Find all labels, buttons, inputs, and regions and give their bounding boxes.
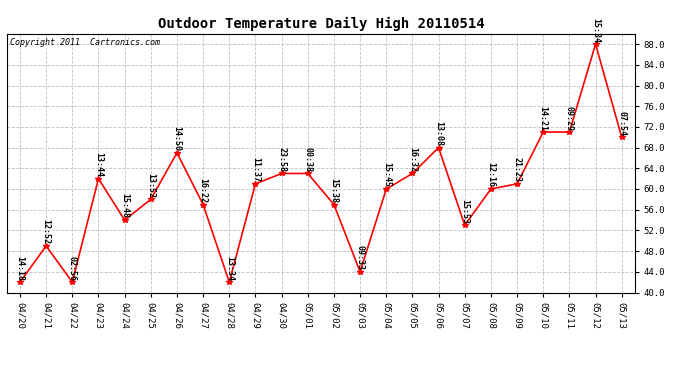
Text: 02:56: 02:56 xyxy=(68,256,77,280)
Text: 15:38: 15:38 xyxy=(329,178,338,203)
Text: Copyright 2011  Cartronics.com: Copyright 2011 Cartronics.com xyxy=(10,38,160,46)
Text: 16:32: 16:32 xyxy=(408,147,417,172)
Text: 00:38: 00:38 xyxy=(304,147,313,172)
Text: 15:34: 15:34 xyxy=(591,18,600,42)
Text: 15:53: 15:53 xyxy=(460,199,469,223)
Text: 13:34: 13:34 xyxy=(225,256,234,280)
Text: 21:23: 21:23 xyxy=(513,157,522,182)
Text: 12:52: 12:52 xyxy=(41,219,50,245)
Text: 23:58: 23:58 xyxy=(277,147,286,172)
Text: 09:29: 09:29 xyxy=(565,105,574,130)
Text: 07:54: 07:54 xyxy=(618,111,627,136)
Text: 09:33: 09:33 xyxy=(355,245,364,270)
Text: 11:37: 11:37 xyxy=(251,157,260,182)
Text: 14:50: 14:50 xyxy=(172,126,181,151)
Text: 13:44: 13:44 xyxy=(94,152,103,177)
Title: Outdoor Temperature Daily High 20110514: Outdoor Temperature Daily High 20110514 xyxy=(157,17,484,31)
Text: 13:52: 13:52 xyxy=(146,173,155,198)
Text: 15:48: 15:48 xyxy=(120,194,129,219)
Text: 14:18: 14:18 xyxy=(15,256,24,280)
Text: 12:16: 12:16 xyxy=(486,162,495,188)
Text: 16:22: 16:22 xyxy=(199,178,208,203)
Text: 14:21: 14:21 xyxy=(539,105,548,130)
Text: 13:08: 13:08 xyxy=(434,121,443,146)
Text: 15:45: 15:45 xyxy=(382,162,391,188)
